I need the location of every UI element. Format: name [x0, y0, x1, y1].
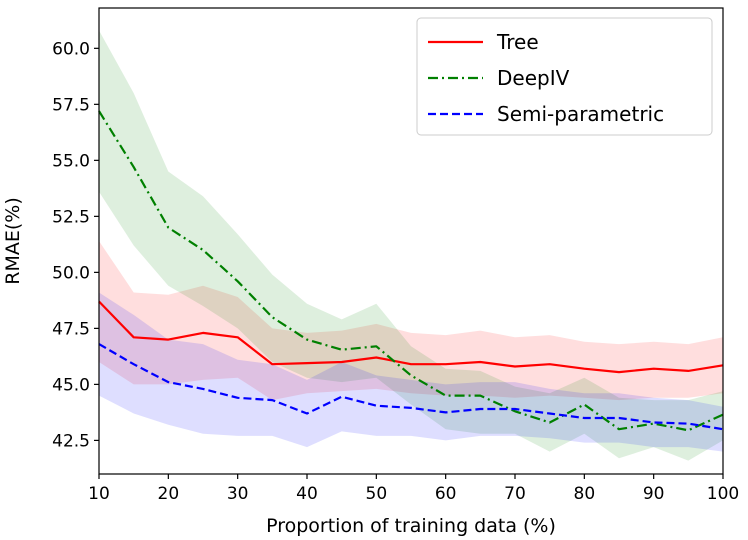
x-tick-label: 50: [366, 484, 388, 504]
x-axis-label: Proportion of training data (%): [266, 515, 556, 537]
x-tick-label: 60: [435, 484, 457, 504]
y-tick-label: 55.0: [52, 151, 90, 171]
semi-parametric-line: [98, 343, 724, 431]
legend-box: [416, 17, 713, 136]
y-tick-label: 52.5: [52, 207, 90, 227]
tree-band: [99, 241, 723, 401]
x-tick-label: 70: [504, 484, 526, 504]
legend: Tree DeepIV Semi-parametric: [416, 17, 713, 136]
x-tick-label: 80: [574, 484, 596, 504]
confidence-bands: [99, 30, 723, 461]
tree-line: [98, 300, 724, 374]
series-lines: [98, 110, 724, 432]
y-axis-ticks: 42.5 45.0 47.5 50.0 52.5 55.0 57.5 60.0: [52, 39, 99, 451]
x-tick-label: 30: [227, 484, 249, 504]
y-tick-label: 57.5: [52, 95, 90, 115]
semi-parametric-band: [99, 292, 723, 452]
deepiv-line: [98, 110, 724, 432]
y-tick-label: 50.0: [52, 263, 90, 283]
x-tick-label: 40: [296, 484, 318, 504]
x-tick-label: 100: [707, 484, 739, 504]
deepiv-band: [99, 30, 723, 461]
y-tick-label: 42.5: [52, 431, 90, 451]
x-tick-label: 90: [643, 484, 665, 504]
y-tick-label: 60.0: [52, 39, 90, 59]
x-tick-label: 10: [88, 484, 110, 504]
plot-frame: [98, 7, 724, 475]
x-tick-label: 20: [158, 484, 180, 504]
legend-label-deepiv: DeepIV: [497, 66, 570, 90]
y-tick-label: 45.0: [52, 375, 90, 395]
y-tick-label: 47.5: [52, 319, 90, 339]
legend-label-tree: Tree: [496, 30, 539, 54]
legend-label-semi-parametric: Semi-parametric: [497, 102, 664, 126]
y-axis-label: RMAE(%): [2, 197, 24, 284]
x-axis-ticks: 10 20 30 40 50 60 70 80 90 100: [88, 474, 739, 504]
